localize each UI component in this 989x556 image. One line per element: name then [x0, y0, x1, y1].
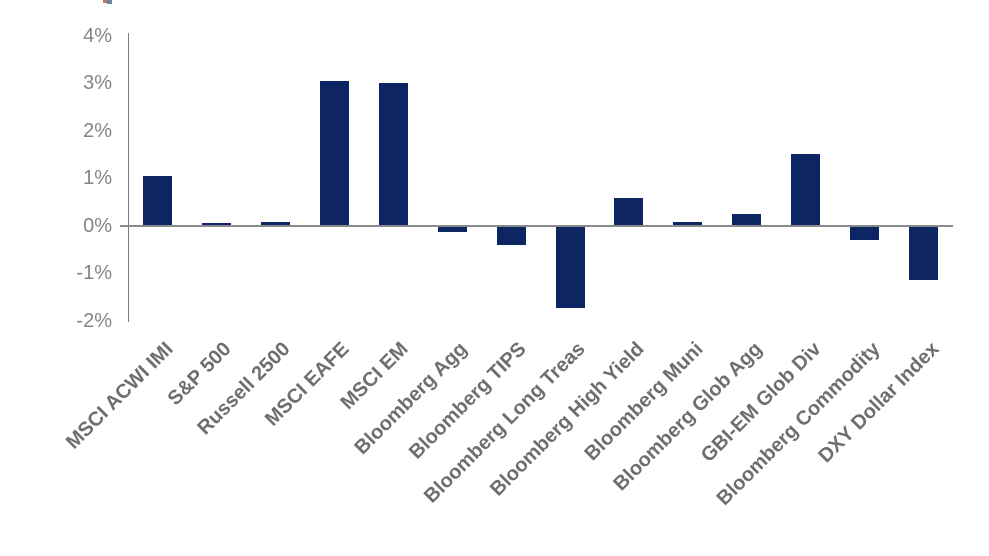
bar-bloomberg-agg [437, 226, 467, 233]
y-axis-tick-label: 0% [83, 214, 112, 237]
y-axis-tick-label: -1% [76, 262, 112, 284]
y-axis-tick-label: 2% [83, 119, 112, 142]
fragment-right-piece [107, 0, 112, 4]
y-axis-tick-label: -2% [76, 309, 112, 332]
zero-gridline [120, 225, 953, 227]
bar-bloomberg-glob-agg [732, 213, 762, 226]
bar-russell-2500 [260, 221, 290, 226]
bar-bloomberg-tips [496, 226, 526, 245]
x-axis-label-msci-acwi-imi: MSCI ACWI IMI [61, 338, 178, 454]
bar-msci-em [378, 83, 408, 226]
bar-msci-acwi-imi [143, 175, 172, 226]
bar-bloomberg-long-treas [555, 226, 585, 309]
bar-msci-eafe [319, 80, 349, 226]
bar-bloomberg-commodity [850, 226, 880, 241]
y-axis-tick-label: 4% [83, 24, 112, 47]
fragment-left-piece [103, 0, 107, 3]
bar-bloomberg-muni [673, 221, 703, 226]
y-axis-line [128, 33, 129, 322]
bar-bloomberg-high-yield [614, 198, 644, 226]
bar-s-p-500 [201, 223, 231, 226]
y-axis-tick-label: 3% [83, 72, 112, 94]
bar-dxy-dollar-index [909, 226, 938, 281]
y-axis-tick-label: 1% [83, 167, 112, 189]
bar-gbi-em-glob-div [791, 154, 821, 226]
x-axis-label-dxy-dollar-index: DXY Dollar Index [813, 338, 944, 468]
